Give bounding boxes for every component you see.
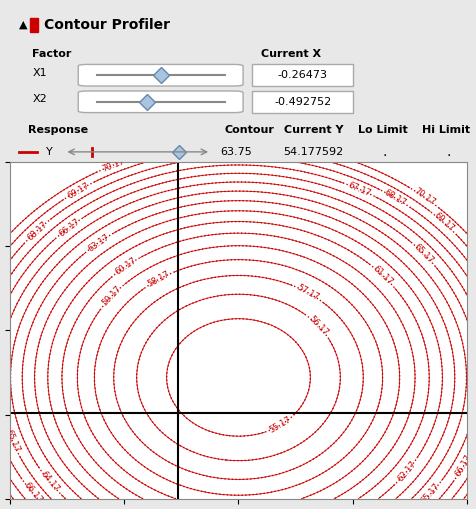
Text: Contour: Contour: [224, 125, 274, 134]
Text: -0.26473: -0.26473: [277, 70, 327, 80]
Text: 64.17: 64.17: [39, 470, 60, 494]
FancyBboxPatch shape: [252, 91, 352, 112]
Text: Response: Response: [28, 125, 88, 134]
Text: Contour Profiler: Contour Profiler: [44, 18, 169, 32]
Text: 65.17: 65.17: [3, 428, 21, 453]
Bar: [30, 17, 38, 32]
Text: 63.17: 63.17: [86, 232, 110, 253]
Text: Factor: Factor: [32, 49, 72, 60]
Text: 63.75: 63.75: [220, 147, 252, 157]
Text: 57.17: 57.17: [295, 283, 320, 302]
Text: X1: X1: [32, 68, 47, 78]
Text: Current X: Current X: [261, 49, 321, 60]
Text: 65.17: 65.17: [411, 242, 434, 265]
Text: 58.17: 58.17: [146, 270, 171, 289]
Text: Y: Y: [46, 147, 53, 157]
Text: 67.17: 67.17: [347, 181, 372, 199]
Text: 66.17: 66.17: [57, 217, 81, 238]
Text: 61.17: 61.17: [370, 264, 394, 287]
FancyBboxPatch shape: [78, 65, 243, 86]
Text: Hi Limit: Hi Limit: [421, 125, 469, 134]
Text: 62.17: 62.17: [395, 460, 417, 484]
Text: 68.17: 68.17: [25, 219, 49, 242]
Text: X2: X2: [32, 94, 47, 104]
Text: 56.17: 56.17: [306, 314, 329, 337]
Text: 59.17: 59.17: [100, 285, 123, 308]
FancyBboxPatch shape: [78, 91, 243, 112]
Text: 66.17: 66.17: [453, 453, 473, 478]
Text: 70.17: 70.17: [411, 187, 436, 208]
Text: 68.17: 68.17: [382, 188, 407, 208]
Text: 65.17: 65.17: [418, 482, 441, 505]
Text: .: .: [382, 145, 387, 159]
Text: 60.17: 60.17: [113, 256, 138, 277]
Text: 69.17: 69.17: [431, 211, 455, 234]
Text: Lo Limit: Lo Limit: [357, 125, 407, 134]
Text: 69.17: 69.17: [66, 181, 91, 200]
Text: Current Y: Current Y: [284, 125, 343, 134]
Text: 66.17: 66.17: [21, 480, 43, 505]
Text: .: .: [446, 145, 450, 159]
Text: 54.177592: 54.177592: [283, 147, 343, 157]
Text: 70.17: 70.17: [100, 156, 126, 174]
Text: ▲: ▲: [19, 20, 27, 30]
FancyBboxPatch shape: [252, 65, 352, 86]
Text: 55.17: 55.17: [268, 415, 292, 435]
Text: -0.492752: -0.492752: [273, 97, 330, 107]
